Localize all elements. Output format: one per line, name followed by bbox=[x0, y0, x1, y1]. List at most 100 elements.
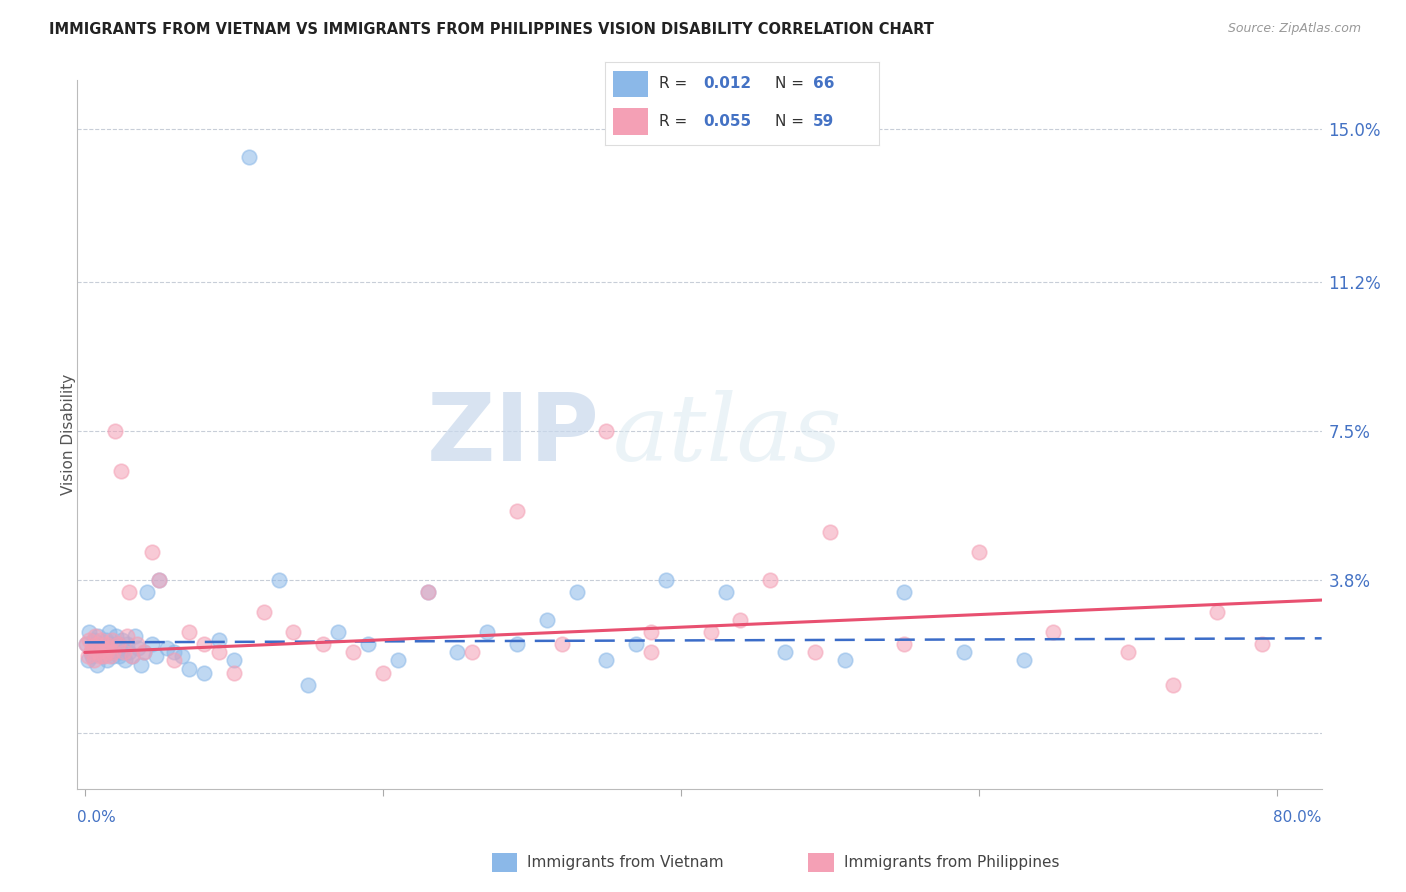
Point bbox=[83, 653, 105, 667]
Text: ZIP: ZIP bbox=[427, 389, 600, 481]
Point bbox=[640, 625, 662, 640]
Point bbox=[100, 645, 122, 659]
Point bbox=[118, 585, 141, 599]
Point bbox=[83, 633, 105, 648]
Point bbox=[134, 645, 156, 659]
Point bbox=[89, 637, 111, 651]
Point bbox=[595, 424, 617, 438]
Point bbox=[342, 645, 364, 659]
Point bbox=[96, 653, 118, 667]
Point bbox=[75, 637, 97, 651]
Point bbox=[75, 637, 97, 651]
Point bbox=[208, 645, 231, 659]
Text: 66: 66 bbox=[813, 77, 834, 91]
Point bbox=[112, 645, 135, 659]
Point bbox=[416, 585, 439, 599]
Point bbox=[312, 637, 335, 651]
Point bbox=[238, 150, 260, 164]
Point bbox=[804, 645, 827, 659]
Point bbox=[103, 641, 125, 656]
Point bbox=[565, 585, 588, 599]
Point bbox=[624, 637, 647, 651]
Point bbox=[148, 573, 170, 587]
Point bbox=[550, 637, 572, 651]
Point bbox=[595, 653, 617, 667]
Point bbox=[101, 645, 124, 659]
Point bbox=[84, 629, 107, 643]
Point bbox=[125, 637, 148, 651]
Point bbox=[387, 653, 409, 667]
Text: Immigrants from Philippines: Immigrants from Philippines bbox=[844, 855, 1059, 870]
Point bbox=[170, 649, 193, 664]
Point bbox=[163, 653, 186, 667]
Text: IMMIGRANTS FROM VIETNAM VS IMMIGRANTS FROM PHILIPPINES VISION DISABILITY CORRELA: IMMIGRANTS FROM VIETNAM VS IMMIGRANTS FR… bbox=[49, 22, 934, 37]
Point bbox=[834, 653, 856, 667]
Point bbox=[536, 613, 558, 627]
Point bbox=[283, 625, 305, 640]
Point bbox=[357, 637, 380, 651]
Point bbox=[124, 629, 146, 643]
Point bbox=[91, 649, 114, 664]
Point bbox=[141, 544, 163, 558]
Point bbox=[77, 633, 100, 648]
Point bbox=[80, 645, 103, 659]
Point bbox=[714, 585, 737, 599]
Point bbox=[100, 633, 122, 648]
Point bbox=[111, 633, 134, 648]
Point bbox=[252, 605, 274, 619]
Point bbox=[967, 544, 990, 558]
Y-axis label: Vision Disability: Vision Disability bbox=[62, 375, 76, 495]
Point bbox=[640, 645, 662, 659]
Point bbox=[105, 629, 128, 643]
Point bbox=[97, 641, 120, 656]
Point bbox=[446, 645, 468, 659]
Point bbox=[121, 649, 143, 664]
Point bbox=[114, 653, 136, 667]
Point bbox=[141, 637, 163, 651]
Bar bbox=[613, 109, 648, 135]
Point bbox=[893, 637, 915, 651]
Point bbox=[730, 613, 752, 627]
Point bbox=[98, 649, 121, 664]
Point bbox=[96, 645, 118, 659]
Point bbox=[136, 585, 159, 599]
Text: 80.0%: 80.0% bbox=[1274, 810, 1322, 825]
Point bbox=[1251, 637, 1274, 651]
Point bbox=[893, 585, 915, 599]
Point bbox=[193, 637, 215, 651]
Point bbox=[89, 649, 111, 664]
Point bbox=[655, 573, 678, 587]
Point bbox=[115, 629, 138, 643]
Point bbox=[91, 641, 114, 656]
Point bbox=[506, 504, 529, 518]
Point bbox=[90, 645, 112, 659]
Point bbox=[1161, 678, 1184, 692]
Text: 0.055: 0.055 bbox=[703, 114, 751, 129]
Point bbox=[115, 637, 138, 651]
Point bbox=[93, 649, 115, 664]
Point bbox=[76, 653, 98, 667]
Point bbox=[93, 641, 115, 656]
Point bbox=[127, 641, 149, 656]
Point bbox=[90, 633, 112, 648]
Point bbox=[953, 645, 976, 659]
Point bbox=[82, 641, 104, 656]
Point bbox=[163, 645, 186, 659]
Point bbox=[107, 637, 129, 651]
Point bbox=[1206, 605, 1229, 619]
Point bbox=[112, 641, 135, 656]
Point bbox=[699, 625, 721, 640]
Point bbox=[97, 625, 120, 640]
Text: R =: R = bbox=[659, 114, 693, 129]
Point bbox=[131, 657, 153, 672]
Point bbox=[110, 645, 132, 659]
Point bbox=[145, 649, 167, 664]
Text: Immigrants from Vietnam: Immigrants from Vietnam bbox=[527, 855, 724, 870]
Text: N =: N = bbox=[775, 77, 808, 91]
Point bbox=[87, 645, 110, 659]
Point bbox=[1116, 645, 1139, 659]
Point bbox=[1042, 625, 1064, 640]
Text: 59: 59 bbox=[813, 114, 834, 129]
Point bbox=[208, 633, 231, 648]
Point bbox=[110, 464, 132, 478]
